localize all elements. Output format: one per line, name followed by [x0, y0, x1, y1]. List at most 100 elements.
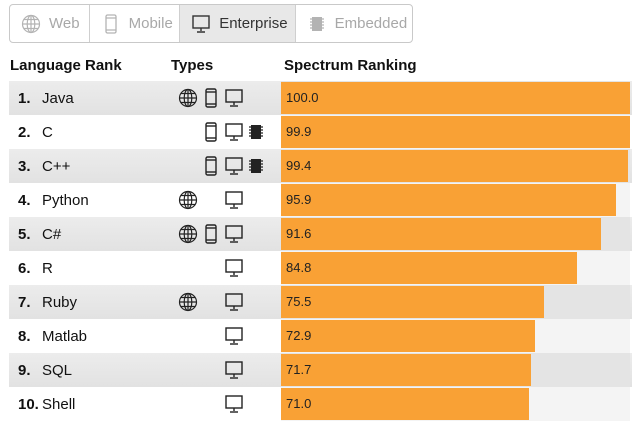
- type-icons: [168, 285, 268, 319]
- tab-mobile-label: Mobile: [128, 15, 173, 32]
- rank-number: 7.: [18, 293, 31, 311]
- type-icons: [168, 353, 268, 387]
- spectrum-ranking-header: Spectrum Ranking: [284, 57, 417, 74]
- ranking-bar-track: 71.7: [281, 353, 630, 387]
- language-name: C#: [42, 225, 62, 243]
- table-row: 6. R 84.8: [9, 251, 632, 285]
- ranking-bar: [281, 286, 545, 318]
- language-name: Java: [42, 89, 74, 107]
- tab-enterprise[interactable]: Enterprise: [180, 5, 296, 42]
- ranking-bar: [281, 252, 577, 284]
- monitor-icon: [224, 326, 244, 346]
- ranking-bar: [281, 354, 532, 386]
- ranking-bar: [281, 116, 630, 148]
- ranking-bar: [281, 150, 628, 182]
- table-row: 9. SQL 71.7: [9, 353, 632, 387]
- table-row: 1. Java 100.0: [9, 81, 632, 115]
- ranking-bar-track: 99.4: [281, 149, 630, 183]
- ranking-bar: [281, 82, 630, 114]
- language-name: Python: [42, 191, 89, 209]
- ranking-bar-track: 75.5: [281, 285, 630, 319]
- ranking-bar-track: 72.9: [281, 319, 630, 353]
- ranking-score: 84.8: [286, 260, 312, 275]
- table-row: 10. Shell 71.0: [9, 387, 632, 421]
- platform-filter-tabs: Web Mobile Enterprise Embe: [9, 4, 413, 43]
- ranking-bar: [281, 218, 601, 250]
- ranking-bar-track: 100.0: [281, 81, 630, 115]
- type-icons: [168, 115, 268, 149]
- tab-mobile[interactable]: Mobile: [90, 5, 181, 42]
- mobile-icon: [201, 88, 221, 108]
- mobile-icon: [201, 122, 221, 142]
- rank-number: 9.: [18, 361, 31, 379]
- tab-web-label: Web: [49, 15, 80, 32]
- type-icons: [168, 319, 268, 353]
- language-name: Ruby: [42, 293, 78, 311]
- ranking-bar-track: 95.9: [281, 183, 630, 217]
- table-row: 7. Ruby 75.5: [9, 285, 632, 319]
- mobile-icon: [101, 13, 121, 34]
- ranking-bar-track: 91.6: [281, 217, 630, 251]
- rank-number: 10.: [18, 395, 39, 413]
- ranking-bar-track: 99.9: [281, 115, 630, 149]
- chip-icon: [246, 122, 266, 142]
- monitor-icon: [224, 394, 244, 414]
- rank-number: 1.: [18, 89, 31, 107]
- rank-number: 8.: [18, 327, 31, 345]
- ranking-score: 71.7: [286, 362, 312, 377]
- mobile-icon: [201, 156, 221, 176]
- type-icons: [168, 183, 268, 217]
- mobile-icon: [201, 224, 221, 244]
- monitor-icon: [224, 224, 244, 244]
- tab-embedded-label: Embedded: [334, 15, 408, 32]
- language-rank-header: Language Rank: [10, 57, 122, 74]
- globe-icon: [178, 224, 198, 244]
- ranking-score: 99.9: [286, 124, 312, 139]
- types-header: Types: [171, 57, 214, 74]
- monitor-icon: [224, 360, 244, 380]
- language-name: Shell: [42, 395, 76, 413]
- globe-icon: [178, 190, 198, 210]
- monitor-icon: [224, 122, 244, 142]
- monitor-icon: [224, 156, 244, 176]
- monitor-icon: [224, 292, 244, 312]
- language-name: SQL: [42, 361, 73, 379]
- language-name: C++: [42, 157, 71, 175]
- rank-number: 4.: [18, 191, 31, 209]
- type-icons: [168, 81, 268, 115]
- table-row: 8. Matlab 72.9: [9, 319, 632, 353]
- rank-number: 3.: [18, 157, 31, 175]
- globe-icon: [178, 88, 198, 108]
- globe-icon: [178, 292, 198, 312]
- ranking-bar: [281, 320, 536, 352]
- table-row: 3. C++ 99.4: [9, 149, 632, 183]
- chip-icon: [246, 156, 266, 176]
- type-icons: [168, 387, 268, 421]
- ranking-score: 71.0: [286, 396, 312, 411]
- type-icons: [168, 251, 268, 285]
- ranking-bar-track: 84.8: [281, 251, 630, 285]
- type-icons: [168, 149, 268, 183]
- type-icons: [168, 217, 268, 251]
- ranking-bar-track: 71.0: [281, 387, 630, 421]
- rank-number: 6.: [18, 259, 31, 277]
- ranking-score: 95.9: [286, 192, 312, 207]
- ranking-bar: [281, 388, 529, 420]
- ranking-score: 100.0: [286, 90, 319, 105]
- table-row: 5. C# 91.6: [9, 217, 632, 251]
- rank-number: 5.: [18, 225, 31, 243]
- ranking-score: 75.5: [286, 294, 312, 309]
- monitor-icon: [191, 14, 211, 34]
- tab-embedded[interactable]: Embedded: [296, 5, 412, 42]
- tab-web[interactable]: Web: [10, 5, 90, 42]
- table-row: 4. Python 95.9: [9, 183, 632, 217]
- globe-icon: [21, 14, 41, 34]
- ranking-score: 91.6: [286, 226, 312, 241]
- ranking-score: 72.9: [286, 328, 312, 343]
- chip-icon: [307, 14, 327, 34]
- monitor-icon: [224, 190, 244, 210]
- language-name: R: [42, 259, 53, 277]
- monitor-icon: [224, 258, 244, 278]
- language-name: Matlab: [42, 327, 88, 345]
- monitor-icon: [224, 88, 244, 108]
